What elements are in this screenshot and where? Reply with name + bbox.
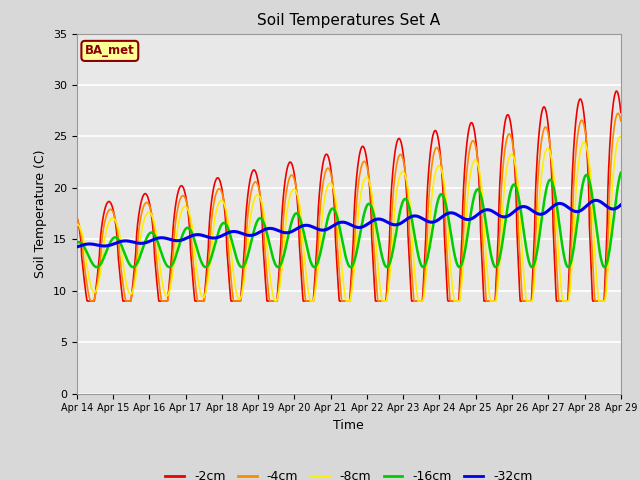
Title: Soil Temperatures Set A: Soil Temperatures Set A [257, 13, 440, 28]
Text: BA_met: BA_met [85, 44, 134, 58]
Y-axis label: Soil Temperature (C): Soil Temperature (C) [35, 149, 47, 278]
Legend: -2cm, -4cm, -8cm, -16cm, -32cm: -2cm, -4cm, -8cm, -16cm, -32cm [160, 465, 538, 480]
X-axis label: Time: Time [333, 419, 364, 432]
